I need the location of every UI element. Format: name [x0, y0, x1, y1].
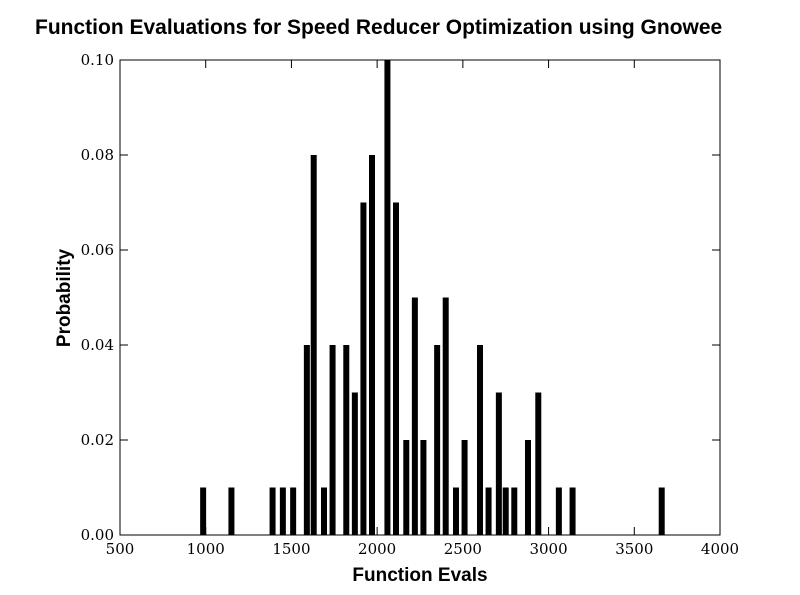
bar-0 — [200, 487, 207, 535]
x-tick-label-2: 1500 — [272, 540, 310, 558]
y-tick-label-4: 0.08 — [81, 146, 114, 164]
bar-5 — [303, 345, 310, 535]
bar-15 — [403, 440, 410, 535]
bar-8 — [329, 345, 336, 535]
bar-18 — [434, 345, 441, 535]
bar-16 — [411, 297, 418, 535]
bar-21 — [461, 440, 468, 535]
bar-26 — [511, 487, 518, 535]
y-tick-label-0: 0.00 — [81, 526, 114, 544]
y-tick-label-5: 0.10 — [81, 51, 114, 69]
bar-11 — [360, 202, 367, 535]
bar-22 — [477, 345, 483, 535]
bar-12 — [369, 155, 375, 535]
ticks-group — [119, 59, 721, 536]
bar-9 — [343, 345, 350, 535]
x-tick-label-3: 2000 — [358, 540, 396, 558]
x-tick-label-7: 4000 — [701, 540, 739, 558]
bar-2 — [269, 487, 276, 535]
bar-7 — [321, 487, 327, 535]
tick-labels-group: 500 1000 1500 2000 2500 3000 3500 4000 0.00 0.02 0… — [81, 51, 740, 558]
x-tick-label-5: 3000 — [529, 540, 567, 558]
bar-3 — [279, 487, 286, 535]
y-tick-label-1: 0.02 — [81, 431, 114, 449]
bar-19 — [442, 297, 449, 535]
bars-group — [200, 60, 665, 535]
bar-25 — [502, 487, 509, 535]
bar-20 — [453, 487, 459, 535]
bar-23 — [485, 487, 492, 535]
bar-30 — [569, 487, 576, 535]
x-tick-label-6: 3500 — [615, 540, 653, 558]
bar-6 — [310, 155, 317, 535]
x-axis-label: Function Evals — [352, 565, 487, 586]
chart-title: Function Evaluations for Speed Reducer O… — [35, 16, 722, 39]
bar-27 — [525, 440, 531, 535]
bar-28 — [535, 392, 542, 535]
y-tick-label-3: 0.06 — [81, 241, 114, 259]
bar-1 — [228, 487, 235, 535]
plot-frame — [119, 59, 721, 536]
x-tick-label-4: 2500 — [444, 540, 482, 558]
bar-4 — [290, 487, 297, 535]
bar-24 — [495, 392, 502, 535]
bar-31 — [658, 487, 665, 535]
bar-10 — [351, 392, 358, 535]
y-tick-label-2: 0.04 — [81, 336, 114, 354]
y-axis-label: Probability — [54, 248, 75, 347]
bar-13 — [384, 60, 391, 535]
bar-14 — [393, 202, 399, 535]
x-tick-label-0: 500 — [106, 540, 135, 558]
x-tick-label-1: 1000 — [187, 540, 225, 558]
bar-17 — [420, 440, 427, 535]
bar-29 — [555, 487, 562, 535]
